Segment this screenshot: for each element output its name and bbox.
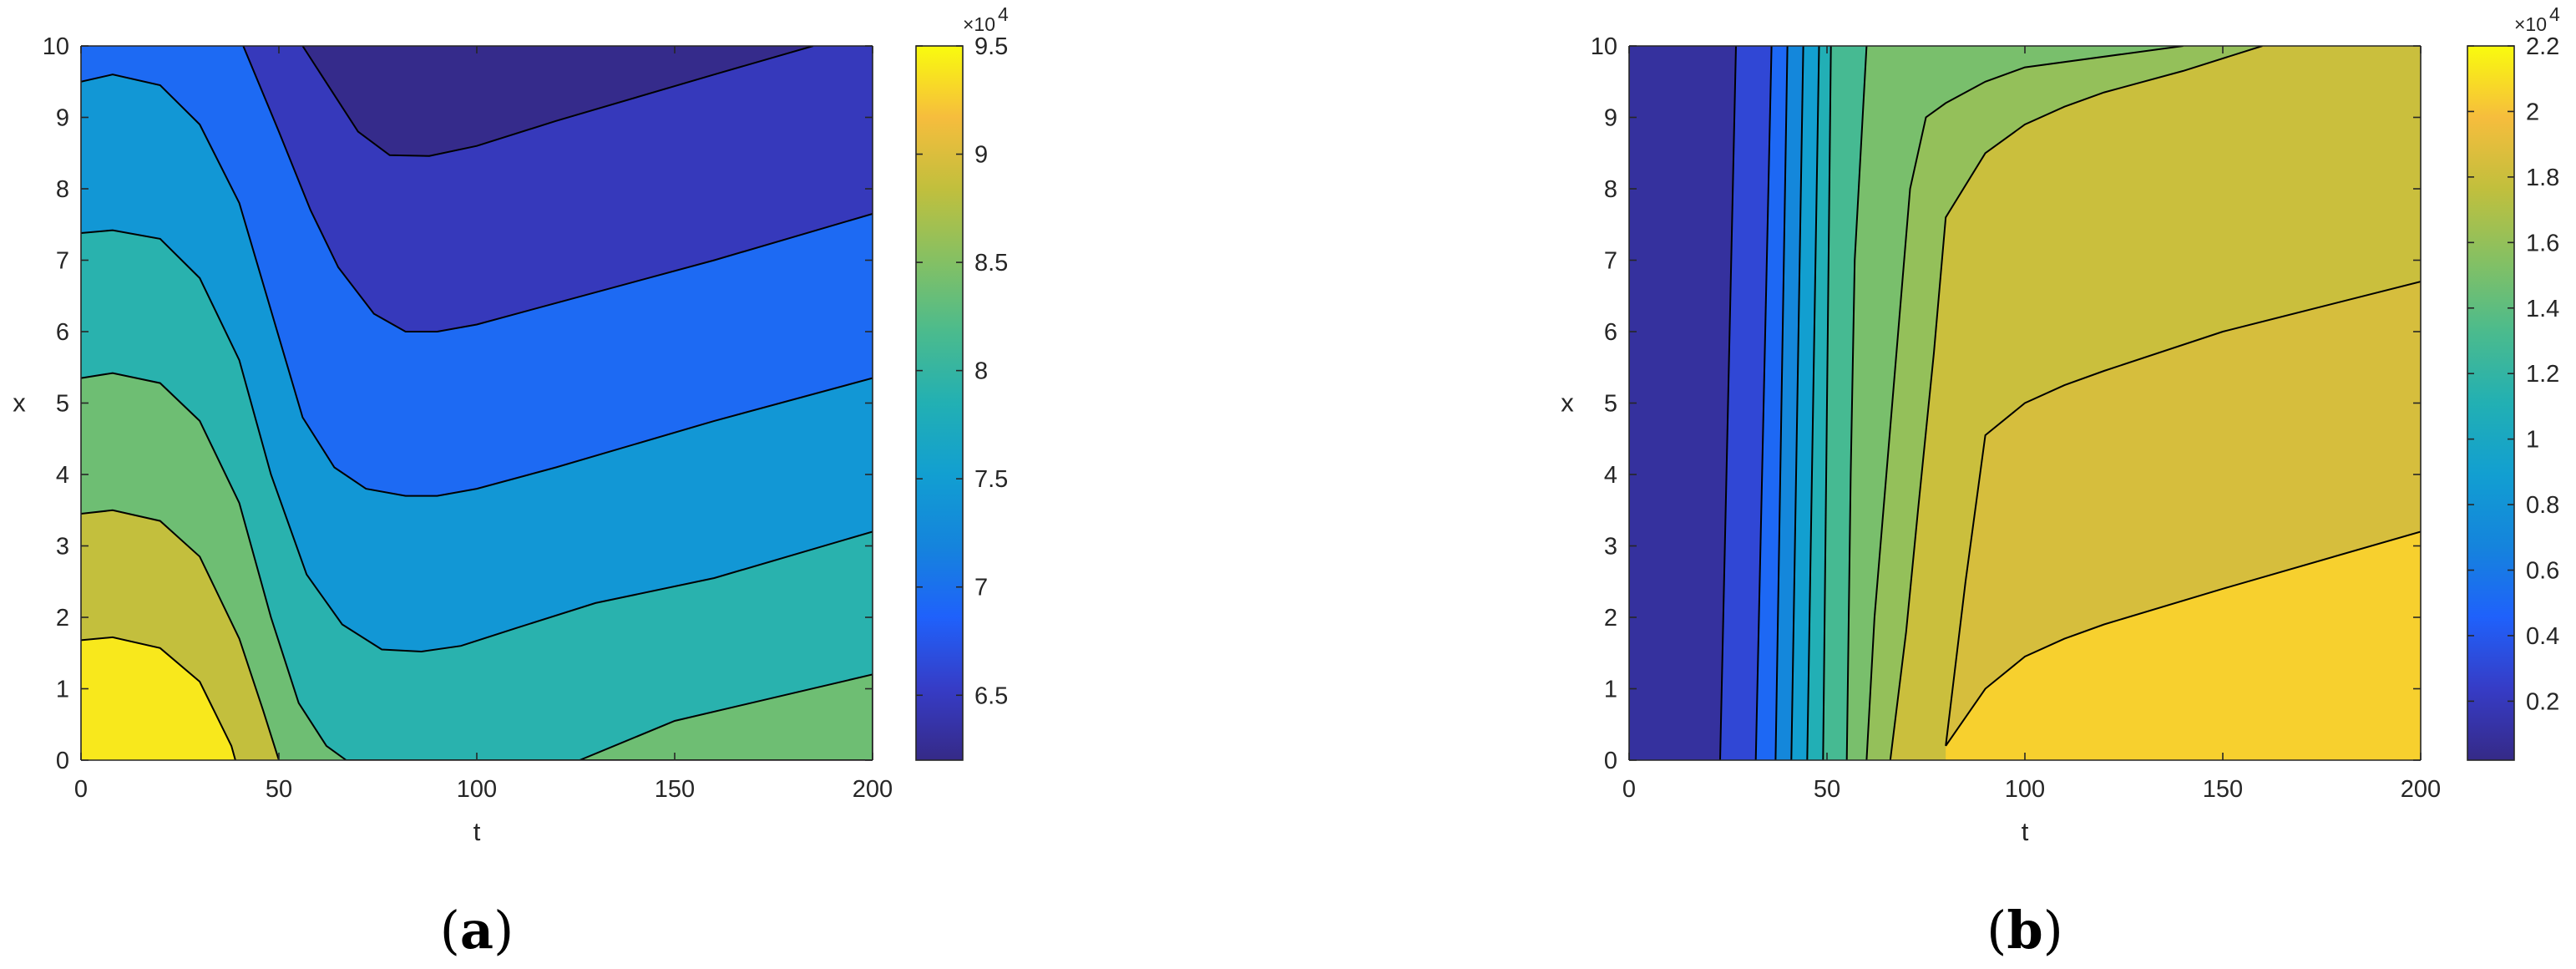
colorbar-tick-label: 0.4	[2526, 623, 2559, 650]
x-tick-label: 150	[655, 776, 695, 803]
colorbar-tick-label: 9	[974, 142, 988, 169]
y-tick-label: 4	[1604, 462, 1617, 489]
x-tick-label: 100	[457, 776, 497, 803]
colorbar: 0.2 0.4 0.6 0.8 1 1.2 1.4 1.6 1.8 2 2.2×10 4	[2467, 3, 2560, 761]
contour-line	[1945, 281, 2421, 747]
contour-band	[81, 230, 873, 760]
y-tick-label: 9	[1604, 105, 1617, 132]
colorbar-tick-label: 8.5	[974, 250, 1008, 276]
colorbar-tick-label: 1.4	[2526, 296, 2559, 322]
contour-line	[1806, 46, 1820, 760]
colorbar-tick-label: 1.8	[2526, 165, 2559, 191]
colorbar-tick-label: 2	[2526, 99, 2539, 125]
colorbar-gradient	[915, 45, 964, 761]
contour-band	[302, 46, 813, 156]
y-tick-label: 9	[56, 105, 69, 132]
contour-line	[1822, 46, 1832, 760]
colorbar-tick-label: 7	[974, 575, 988, 601]
y-axis-label: x	[13, 388, 26, 418]
y-tick-label: 7	[1604, 248, 1617, 275]
x-tick-label: 50	[266, 776, 292, 803]
panel-label: (a)	[440, 900, 514, 961]
colorbar-exponent: 4	[998, 3, 1009, 25]
contour-line	[301, 46, 814, 157]
contour-lines	[1719, 46, 2421, 760]
panel-label: (b)	[1986, 900, 2063, 961]
colorbar-multiplier: ×10	[2514, 13, 2547, 35]
colorbar-tick-label: 1.6	[2526, 230, 2559, 256]
contour-line	[1889, 46, 2263, 760]
colorbar-multiplier: ×10	[963, 13, 995, 35]
x-tick-label: 100	[2005, 776, 2045, 803]
contour-line	[242, 46, 873, 332]
contour-line	[1945, 530, 2421, 747]
y-tick-label: 8	[1604, 176, 1617, 203]
colorbar-tick-label: 8	[974, 358, 988, 385]
y-tick-label: 1	[56, 677, 69, 703]
y-tick-label: 2	[56, 605, 69, 632]
contour-line	[1790, 46, 1804, 760]
contour-line	[1845, 46, 1868, 760]
y-tick-label: 3	[1604, 534, 1617, 561]
colorbar-tick-label: 2.2	[2526, 33, 2559, 60]
contour-band	[81, 637, 235, 760]
x-tick-label: 150	[2203, 776, 2243, 803]
contour-line	[1774, 46, 1789, 760]
x-axis-label: t	[473, 817, 481, 846]
colorbar-tick-label: 0.6	[2526, 558, 2559, 585]
contour-line	[81, 229, 873, 653]
y-tick-label: 2	[1604, 605, 1617, 632]
y-tick-label: 4	[56, 462, 69, 489]
contour-line	[1719, 46, 1737, 760]
y-tick-label: 8	[56, 176, 69, 203]
colorbar-tick-label: 9.5	[974, 33, 1008, 60]
x-tick-label: 0	[74, 776, 88, 803]
colorbar-tick-label: 1.2	[2526, 361, 2559, 388]
contour-band	[579, 674, 873, 760]
contour-band	[1946, 531, 2421, 760]
contour-fill	[81, 46, 873, 760]
x-tick-label: 200	[853, 776, 893, 803]
chart-panel-b: 0 50 100 150 200 0 1 2 3 4 5 6 7 8 9 10 t x 0.2 0.4 0.6 0.8 1 1…	[1561, 3, 2560, 961]
colorbar-tick-label: 0.8	[2526, 492, 2559, 519]
x-axis-label: t	[2022, 817, 2029, 846]
y-tick-label: 6	[1604, 319, 1617, 346]
colorbar-tick-label: 6.5	[974, 682, 1008, 709]
y-tick-label: 1	[1604, 677, 1617, 703]
colorbar-exponent: 4	[2549, 3, 2560, 25]
colorbar-tick-label: 0.2	[2526, 688, 2559, 715]
chart-panel-a: 0 50 100 150 200 0 1 2 3 4 5 6 7 8 9 10 t x 6.5 7 7.5 8 8.5 9 9.…	[13, 3, 1009, 961]
contour-line	[81, 509, 280, 760]
y-tick-label: 7	[56, 248, 69, 275]
y-tick-label: 5	[1604, 391, 1617, 418]
y-tick-label: 0	[1604, 748, 1617, 774]
contour-line	[81, 636, 236, 760]
y-tick-label: 10	[43, 33, 69, 60]
contour-line	[1865, 46, 2184, 760]
y-tick-label: 10	[1591, 33, 1617, 60]
contour-fill	[1629, 46, 2421, 760]
x-tick-label: 0	[1622, 776, 1636, 803]
y-tick-label: 3	[56, 534, 69, 561]
x-tick-label: 200	[2401, 776, 2441, 803]
colorbar: 6.5 7 7.5 8 8.5 9 9.5×10 4	[915, 3, 1009, 761]
contour-line	[81, 74, 873, 497]
contour-line	[1754, 46, 1773, 760]
y-tick-label: 6	[56, 319, 69, 346]
y-tick-label: 5	[56, 391, 69, 418]
contour-lines	[81, 46, 873, 760]
x-tick-label: 50	[1814, 776, 1840, 803]
contour-line	[81, 372, 873, 760]
colorbar-tick-label: 7.5	[974, 466, 1008, 493]
y-tick-label: 0	[56, 748, 69, 774]
colorbar-gradient	[2467, 45, 2515, 761]
colorbar-tick-label: 1	[2526, 427, 2539, 454]
y-axis-label: x	[1561, 388, 1574, 418]
